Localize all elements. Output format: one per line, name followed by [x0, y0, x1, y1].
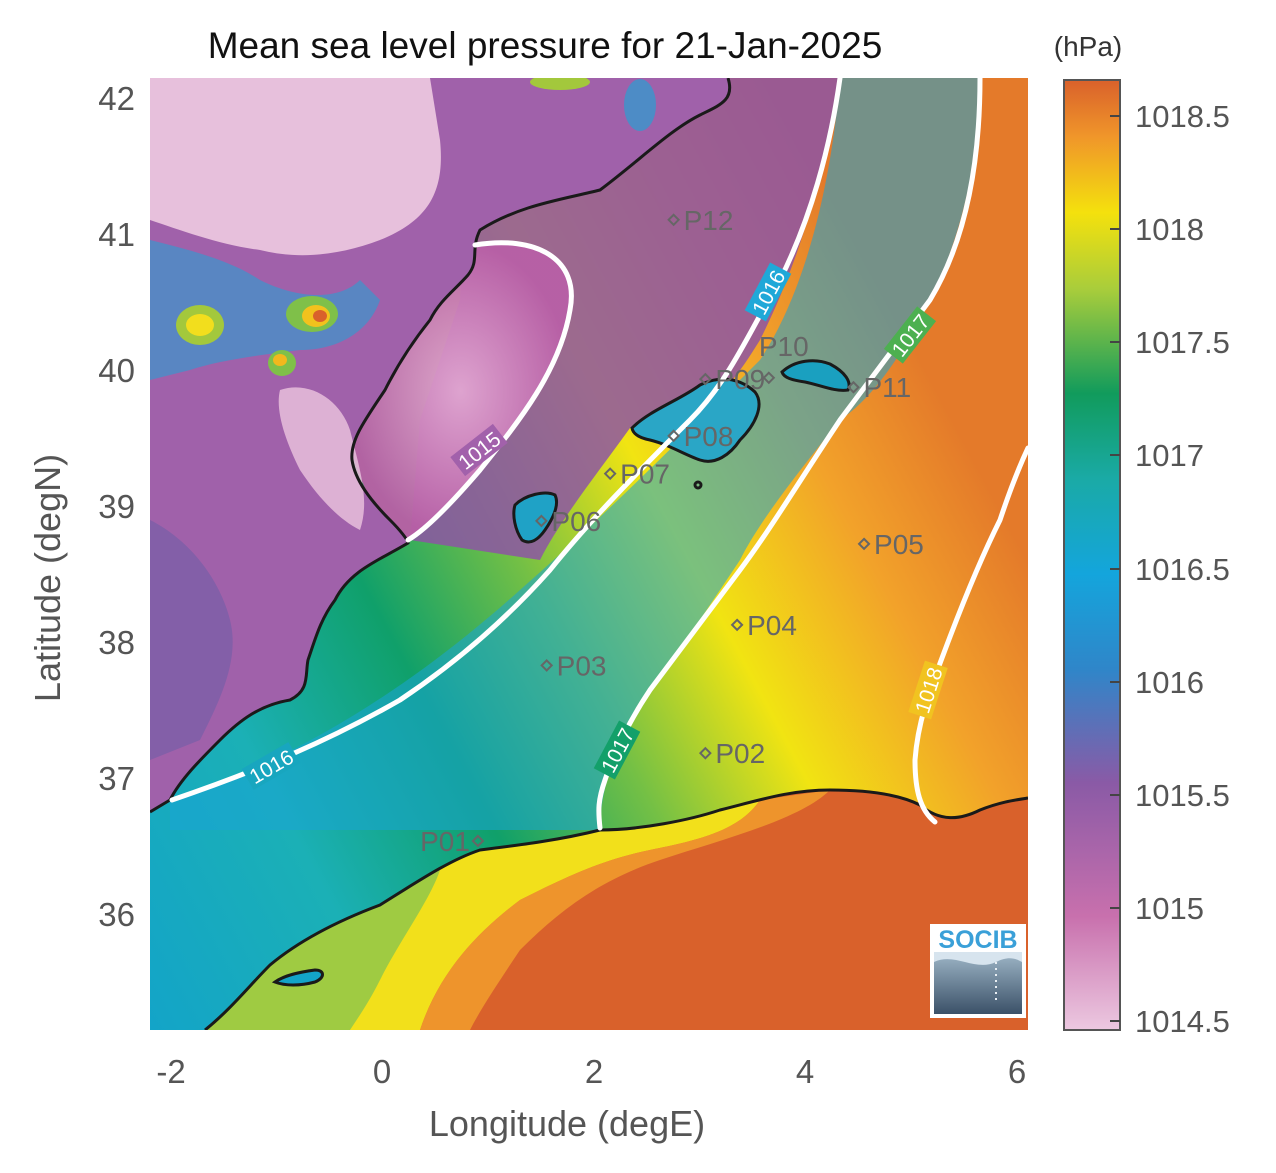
africa-coastal-green	[205, 870, 440, 1030]
x-tick-label: 6	[1008, 1053, 1026, 1090]
africa-orange-band	[420, 790, 830, 1030]
colorbar-unit: (hPa)	[1054, 31, 1122, 62]
station-label-p03: P03	[557, 650, 607, 681]
colorbar-tick-label: 1018.5	[1135, 99, 1230, 134]
station-marker-p06	[534, 514, 548, 528]
x-tick-label: 4	[796, 1053, 814, 1090]
y-tick-label: 37	[98, 760, 135, 797]
contour-1015	[405, 240, 574, 543]
x-axis-ticks: -2 0 2 4 6	[156, 1053, 1026, 1090]
land-iberia	[150, 78, 730, 812]
colorbar-tick-label: 1015.5	[1135, 778, 1230, 813]
socib-logo-text: SOCIB	[938, 926, 1017, 954]
y-tick-label: 40	[98, 352, 135, 389]
station-label-p05: P05	[874, 529, 924, 560]
colorbar-tick-label: 1017	[1135, 438, 1204, 473]
island-alboran	[275, 970, 323, 985]
sea-band-blue	[170, 78, 980, 830]
contour-1018	[912, 445, 1028, 825]
colorbar-gradient	[1063, 79, 1121, 1031]
y-tick-label: 41	[98, 216, 135, 253]
colorbar-tick-label: 1016.5	[1135, 552, 1230, 587]
contour-1016	[169, 78, 843, 803]
colorbar-tick-label: 1017.5	[1135, 325, 1230, 360]
station-marker-p01	[471, 834, 485, 848]
station-label-p12: P12	[684, 205, 734, 236]
colorbar-tick-label: 1018	[1135, 212, 1204, 247]
station-marker-p04	[730, 618, 744, 632]
station-marker-p05	[857, 537, 871, 551]
y-tick-label: 36	[98, 896, 135, 933]
land-blue-patch	[150, 240, 380, 380]
station-marker-p02	[698, 746, 712, 760]
x-tick-label: 2	[585, 1053, 603, 1090]
land-plateau-tail	[278, 387, 365, 530]
station-marker-p09	[698, 372, 712, 386]
y-tick-label: 42	[98, 80, 135, 117]
island-ibiza	[513, 493, 557, 542]
x-axis-label: Longitude (degE)	[429, 1103, 705, 1144]
colorbar: (hPa) 1014.5 1015 1015.5 1016 1016.5 101…	[1054, 31, 1230, 1039]
land-high-plateau	[150, 78, 441, 256]
station-label-p07: P07	[620, 459, 670, 490]
station-label-p11: P11	[863, 372, 911, 403]
colorbar-ticks	[1110, 115, 1120, 1022]
station-marker-p08	[667, 429, 681, 443]
land-west-patch	[150, 520, 233, 760]
station-label-p09: P09	[715, 364, 765, 395]
station-marker-p03	[540, 658, 554, 672]
island-menorca	[782, 360, 850, 391]
station-marker-p10	[762, 371, 776, 385]
station-marker-p11	[847, 380, 860, 394]
station-label-p10: P10	[759, 331, 809, 362]
station-label-p01: P01	[420, 826, 470, 857]
colorbar-tick-label: 1015	[1135, 891, 1204, 926]
y-axis-ticks: 36 37 38 39 40 41 42	[98, 80, 135, 933]
island-mallorca	[632, 379, 760, 462]
socib-logo: SOCIB	[930, 924, 1026, 1018]
x-tick-label: -2	[156, 1053, 185, 1090]
mountain-hotspots	[176, 78, 656, 376]
y-tick-label: 38	[98, 624, 135, 661]
y-tick-label: 39	[98, 488, 135, 525]
station-label-p08: P08	[684, 421, 734, 452]
station-marker-p12	[667, 213, 681, 227]
colorbar-tick-label: 1014.5	[1135, 1004, 1230, 1039]
x-tick-label: 0	[373, 1053, 391, 1090]
map-area: 1015 1016 1016 1017 1017 1018 P01P02P03P…	[150, 78, 1028, 1030]
station-label-p02: P02	[715, 738, 765, 769]
station-label-p04: P04	[747, 610, 797, 641]
colorbar-tick-label: 1016	[1135, 665, 1204, 700]
station-marker-p07	[603, 467, 617, 481]
station-label-p06: P06	[551, 506, 601, 537]
chart-title: Mean sea level pressure for 21-Jan-2025	[208, 25, 883, 66]
y-axis-label: Latitude (degN)	[27, 454, 68, 702]
